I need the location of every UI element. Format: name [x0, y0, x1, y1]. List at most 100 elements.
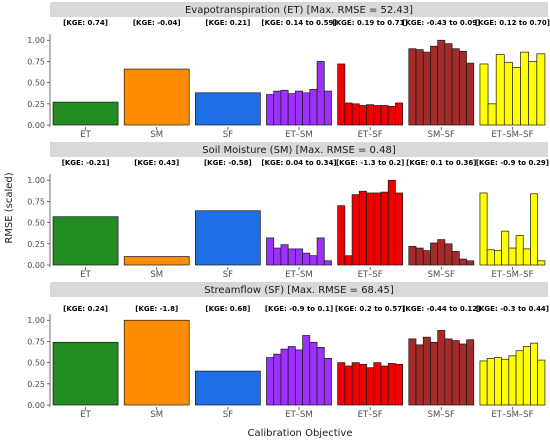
panel-1: Evapotranspiration (ET) [Max. RMSE = 52.…: [27, 2, 550, 140]
y-tick-label: 0.25: [27, 380, 45, 389]
bar: [395, 192, 403, 266]
bar: [123, 256, 190, 266]
bar: [408, 338, 417, 406]
bar: [430, 242, 439, 266]
bar: [515, 234, 524, 266]
bar: [123, 319, 190, 406]
bar: [273, 353, 282, 406]
bar: [520, 51, 530, 126]
x-tick-label: SM: [150, 270, 163, 280]
bar: [444, 243, 453, 266]
x-tick-label: SM–SF: [428, 410, 455, 420]
bar: [479, 192, 488, 266]
bar: [344, 102, 353, 126]
bar: [487, 103, 497, 126]
bar: [302, 335, 311, 406]
bar: [501, 358, 510, 406]
bar: [302, 252, 311, 266]
bar: [430, 341, 439, 406]
y-tick-label: 0.25: [27, 100, 45, 109]
y-axis-title: RMSE (scaled): [4, 172, 15, 243]
panel-3: Streamflow (SF) [Max. RMSE = 68.45] 0.00 0…: [27, 282, 549, 420]
panel-strip: [50, 142, 548, 157]
bar: [387, 105, 396, 126]
x-axis-title: Calibration Objective: [247, 428, 352, 439]
bar: [508, 247, 517, 266]
bar: [451, 340, 460, 406]
bar: [437, 330, 446, 406]
kge-label: [KGE: 0.12 to 0.70]: [475, 19, 550, 27]
bar: [273, 90, 282, 126]
x-tick-label: SM–SF: [428, 270, 455, 280]
bar: [387, 363, 396, 406]
x-tick-label: SM: [150, 130, 163, 140]
y-tick-label: 0.50: [27, 79, 45, 88]
bar: [408, 246, 417, 266]
x-tick-label: SF: [223, 270, 233, 280]
y-tick-label: 1.00: [27, 316, 45, 325]
y-tick-label: 0.75: [27, 337, 45, 346]
bar: [295, 248, 303, 266]
x-tick-label: ET–SM–SF: [491, 270, 533, 280]
bar: [422, 336, 431, 406]
x-tick-label: SF: [223, 130, 233, 140]
bar: [451, 251, 460, 266]
y-tick-label: 0.50: [27, 359, 45, 368]
bar: [302, 92, 311, 126]
bar: [195, 92, 261, 126]
bar: [266, 237, 275, 266]
bar: [316, 237, 325, 266]
bar: [508, 355, 517, 406]
bar: [495, 54, 505, 126]
bar: [395, 363, 403, 406]
bar: [52, 216, 119, 266]
kge-label: [KGE: 0.74]: [63, 19, 108, 27]
x-tick-label: ET–SF: [358, 130, 383, 140]
bar: [494, 357, 502, 406]
bar: [444, 43, 453, 126]
kge-label: [KGE: -0.3 to 0.44]: [476, 305, 549, 313]
y-tick-label: 1.00: [27, 36, 45, 45]
bar: [52, 341, 119, 406]
bar: [380, 191, 389, 266]
kge-label: [KGE: 0.04 to 0.34]: [261, 159, 336, 167]
panel-2: Soil Moisture (SM) [Max. RMSE = 0.48] 0.0…: [27, 142, 549, 280]
bar: [486, 249, 495, 266]
bar: [366, 104, 375, 126]
y-tick-label: 1.00: [27, 176, 45, 185]
bar: [309, 89, 318, 126]
bar: [380, 105, 389, 126]
kge-label: [KGE: -1.8]: [135, 305, 178, 313]
bar: [373, 362, 382, 406]
x-tick-label: ET–SM: [285, 410, 313, 420]
x-tick-label: ET: [80, 410, 91, 420]
bar: [287, 346, 296, 406]
panel-strip: [50, 282, 548, 297]
panel-title: Evapotranspiration (ET) [Max. RMSE = 52.…: [185, 5, 413, 16]
kge-label: [KGE: -0.04]: [133, 19, 181, 27]
bar: [479, 63, 489, 126]
bar: [415, 344, 424, 406]
bar: [530, 193, 539, 266]
bar: [295, 90, 303, 126]
bar: [466, 62, 475, 126]
bar: [266, 94, 275, 126]
kge-label: [KGE: 0.2 to 0.57]: [335, 305, 405, 313]
bar: [337, 362, 346, 406]
y-tick-label: 0.00: [27, 261, 45, 270]
panel-title: Streamflow (SF) [Max. RMSE = 68.45]: [204, 285, 394, 296]
bar: [351, 103, 360, 126]
bar: [337, 205, 346, 266]
kge-label: [KGE: -0.9 to 0.1]: [265, 305, 333, 313]
bar: [337, 63, 346, 126]
kge-label: [KGE: 0.68]: [205, 305, 250, 313]
bar: [486, 358, 495, 406]
y-tick-label: 0.00: [27, 401, 45, 410]
x-tick-label: ET–SM–SF: [491, 410, 533, 420]
bar: [344, 365, 353, 406]
chart-panels: Evapotranspiration (ET) [Max. RMSE = 52.…: [27, 2, 550, 420]
bar: [444, 338, 453, 406]
bar: [512, 67, 521, 126]
bar: [358, 190, 367, 266]
